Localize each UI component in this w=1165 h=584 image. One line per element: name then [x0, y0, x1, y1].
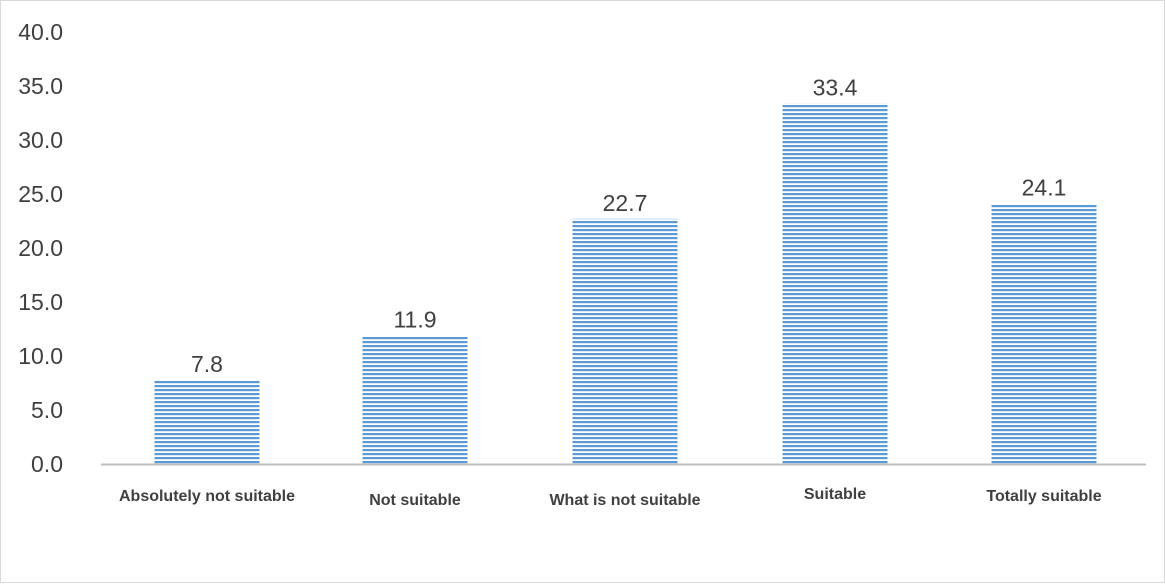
x-tick-label: What is not suitable [549, 492, 700, 509]
bar [362, 335, 468, 464]
y-tick-label: 35.0 [18, 73, 63, 99]
x-tick-label: Not suitable [369, 492, 461, 509]
x-tick-label: Suitable [804, 486, 866, 503]
y-tick-label: 0.0 [31, 451, 63, 477]
bar [782, 103, 888, 464]
bar [154, 379, 260, 464]
x-tick-label: Totally suitable [986, 488, 1101, 505]
y-tick-label: 20.0 [18, 235, 63, 261]
y-tick-label: 25.0 [18, 181, 63, 207]
data-label: 33.4 [813, 74, 858, 100]
bar [991, 203, 1097, 464]
y-tick-label: 15.0 [18, 289, 63, 315]
data-label: 24.1 [1022, 175, 1067, 201]
y-tick-label: 10.0 [18, 343, 63, 369]
y-tick-label: 5.0 [31, 397, 63, 423]
data-labels: 7.8 11.9 22.7 33.4 24.1 [191, 74, 1066, 376]
data-label: 11.9 [393, 306, 436, 332]
y-axis-tick-labels: 0.0 5.0 10.0 15.0 20.0 25.0 30.0 35.0 40.0 [18, 19, 63, 477]
x-axis-tick-labels: Absolutely not suitable Not suitable What … [119, 486, 1102, 509]
data-label: 7.8 [191, 351, 223, 377]
bar [572, 218, 678, 464]
x-tick-label: Absolutely not suitable [119, 488, 295, 505]
y-tick-label: 30.0 [18, 127, 63, 153]
bars [154, 103, 1097, 464]
data-label: 22.7 [603, 190, 648, 216]
y-tick-label: 40.0 [18, 19, 63, 45]
